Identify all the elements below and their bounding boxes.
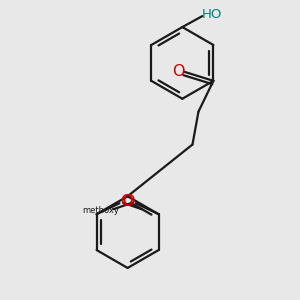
Text: O: O (122, 194, 135, 209)
Text: O: O (120, 194, 133, 209)
Text: methoxy: methoxy (82, 206, 119, 215)
Text: HO: HO (202, 8, 222, 21)
Text: O: O (172, 64, 184, 79)
